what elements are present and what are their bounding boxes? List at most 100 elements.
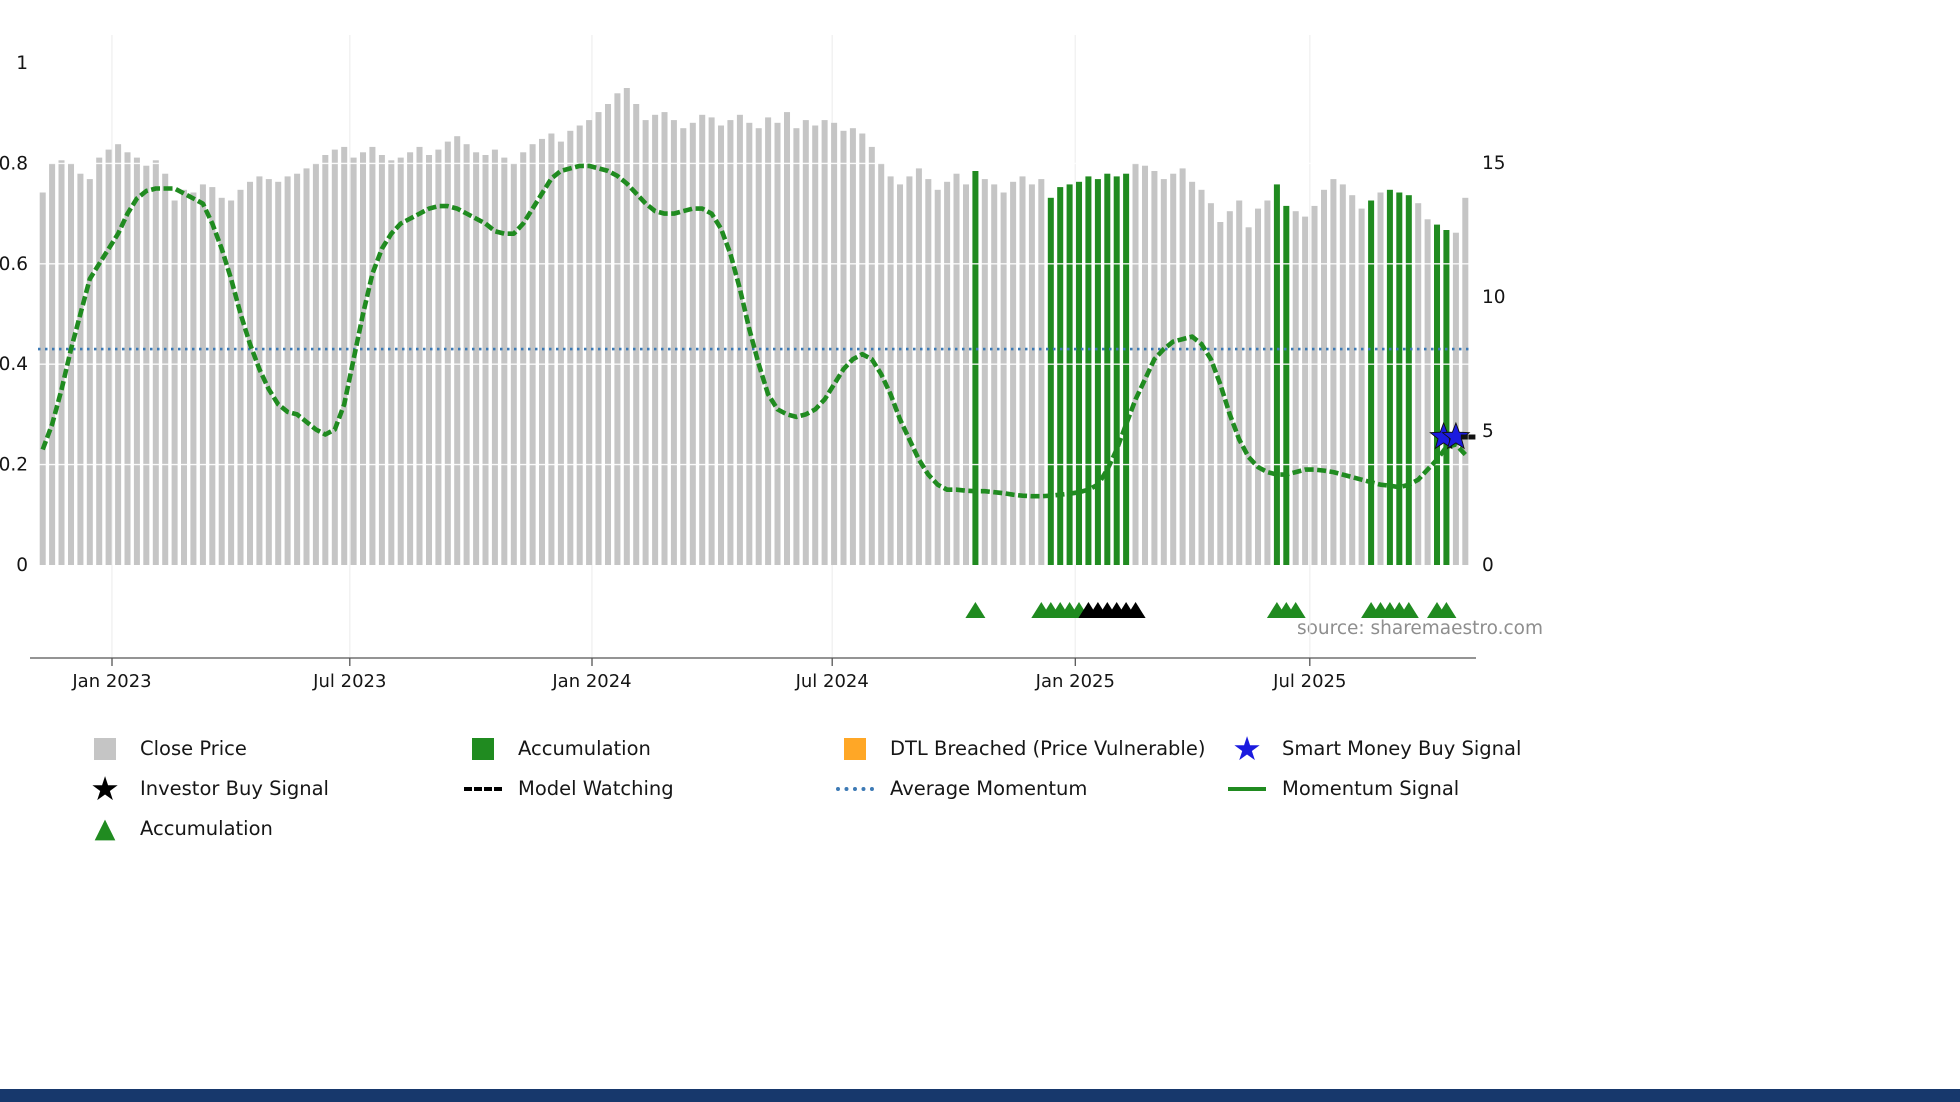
x-axis-tick-label: Jul 2023 [312,671,386,692]
close-price-bar [482,155,489,565]
close-price-bar [887,176,894,565]
close-price-bar [1189,181,1196,566]
left-axis-tick-label: 0 [16,555,28,576]
close-price-bar [181,189,188,566]
investor-buy-triangle-marker [1125,602,1146,618]
close-price-bar [661,112,668,565]
accumulation-bar [1386,189,1393,566]
x-axis-tick-label: Jan 2024 [551,671,631,692]
accumulation-bar [1066,184,1073,565]
close-price-bar [755,128,762,565]
close-price-bar [765,117,772,566]
legend-item-average-momentum: Average Momentum [832,772,1224,805]
close-price-bar [322,155,329,565]
close-price-bar [1226,211,1233,565]
accumulation-bar [1443,230,1450,565]
close-price-bar [699,114,706,566]
close-price-bar [991,184,998,565]
close-price-bar [303,168,310,565]
accumulation-triangle-marker [1436,602,1457,618]
close-price-bar [247,181,254,566]
close-price-bar [397,157,404,565]
legend-label-dtl-breached: DTL Breached (Price Vulnerable) [890,737,1206,760]
close-price-bar [341,146,348,565]
legend-item-investor-buy-signal: ★ Investor Buy Signal [82,772,460,805]
dtl-breached-swatch-icon [832,732,878,765]
accumulation-bar [1123,173,1130,565]
close-price-bar [407,152,414,566]
close-price-bar [265,179,272,565]
close-price-bar [360,152,367,566]
accumulation-triangle-marker [1285,602,1306,618]
close-price-bar [623,88,630,565]
close-price-bar [96,157,103,565]
close-price-bar [199,184,206,565]
close-price-bar [746,122,753,566]
legend: Close Price Accumulation DTL Breached (Pri… [82,732,1960,845]
close-price-bar [1358,208,1365,565]
left-axis-tick-label: 0.8 [0,153,28,174]
close-price-bar [1151,171,1158,565]
close-price-bar [652,114,659,566]
close-price-bar [1000,192,1007,565]
close-price-bar [294,173,301,565]
close-price-bar [209,187,216,565]
close-price-bar [444,141,451,565]
close-price-bar [416,146,423,565]
close-price-bar [1245,227,1252,566]
right-axis-tick-label: 5 [1482,421,1494,442]
close-price-bar [831,122,838,566]
close-price-bar [897,184,904,565]
close-price-bar [39,192,46,565]
close-price-bar [821,120,828,565]
close-price-bar [670,120,677,565]
accumulation-bar [1434,224,1441,565]
close-price-bar [595,112,602,565]
close-price-bar [143,165,150,565]
close-price-bar [1028,184,1035,565]
close-price-bar [784,112,791,565]
legend-item-close-price: Close Price [82,732,460,765]
close-price-bar [520,152,527,566]
legend-label-average-momentum: Average Momentum [890,777,1088,800]
close-price-bar [925,179,932,565]
right-axis-tick-label: 15 [1482,153,1506,174]
close-price-bar [1019,176,1026,565]
close-price-bar [1207,203,1214,565]
footer-bar [0,1089,1960,1102]
legend-item-model-watching: Model Watching [460,772,832,805]
close-price-bar [1236,200,1243,565]
price-momentum-chart: source: sharemaestro.com 00.20.40.60.810… [0,35,1543,692]
close-price-bar [1170,173,1177,565]
close-price-bar [105,149,112,565]
legend-item-dtl-breached: DTL Breached (Price Vulnerable) [832,732,1224,765]
legend-item-momentum-signal: Momentum Signal [1224,772,1960,805]
close-price-bar [228,200,235,565]
chart-page: source: sharemaestro.com 0 0.2 0.4 0.6 0.8 1 0… [0,0,1960,845]
close-price-bar [614,93,621,566]
model-watching-line-icon [460,772,506,805]
close-price-bar [115,144,122,565]
model-watching-dash-marker [1468,434,1476,440]
accumulation-bar [1368,200,1375,565]
close-price-bar [284,176,291,565]
accumulation-bar [1047,197,1054,566]
close-price-bar [1160,179,1167,565]
close-price-bar [708,117,715,566]
legend-item-accumulation-bar: Accumulation [460,732,832,765]
accumulation-triangle-marker [965,602,986,618]
accumulation-bar [1396,192,1403,565]
left-axis-tick-label: 0.4 [0,354,28,375]
accumulation-bar [1104,173,1111,565]
close-price-bar [463,144,470,565]
close-price-bar [426,155,433,565]
close-price-bar [454,136,461,565]
close-price-bar [1217,222,1224,565]
close-price-bar [162,173,169,565]
close-price-bar [1415,203,1422,565]
close-price-bar [171,200,178,565]
close-price-bar [934,189,941,566]
close-price-bar [133,157,140,565]
legend-label-investor-buy-signal: Investor Buy Signal [140,777,329,800]
close-price-bar [1198,189,1205,566]
